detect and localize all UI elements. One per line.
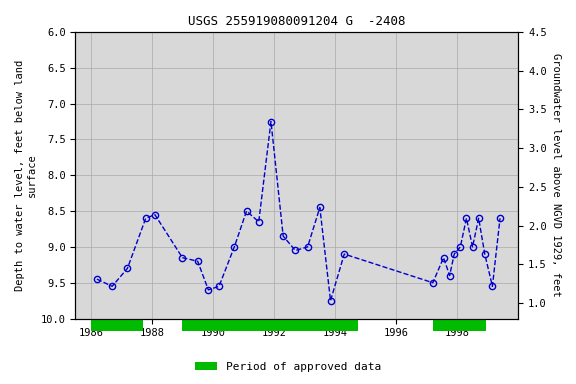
Legend: Period of approved data: Period of approved data — [191, 358, 385, 377]
Bar — [433, 319, 486, 331]
Bar — [183, 319, 358, 331]
Y-axis label: Groundwater level above NGVD 1929, feet: Groundwater level above NGVD 1929, feet — [551, 53, 561, 297]
Y-axis label: Depth to water level, feet below land
surface: Depth to water level, feet below land su… — [15, 60, 37, 291]
Bar — [91, 319, 143, 331]
Title: USGS 255919080091204 G  -2408: USGS 255919080091204 G -2408 — [188, 15, 406, 28]
